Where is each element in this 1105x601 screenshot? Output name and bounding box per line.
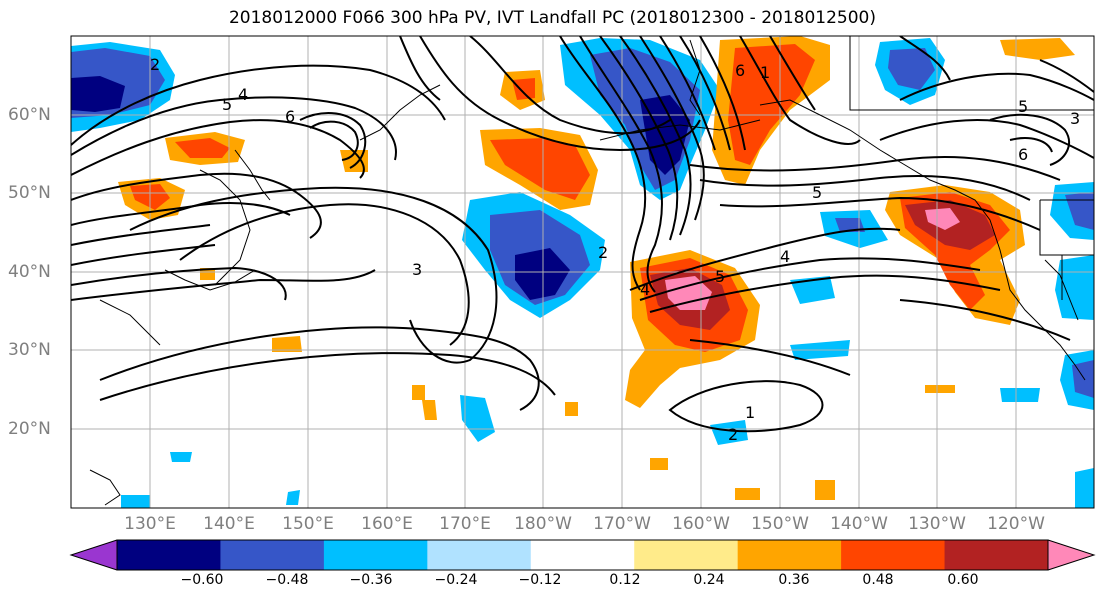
graticule — [71, 36, 1094, 508]
colorbar-tick-label: 0.12 — [609, 572, 641, 588]
colorbar-extend-max — [1048, 540, 1094, 570]
contour-label: 5 — [715, 267, 725, 286]
contour-label: 4 — [780, 247, 790, 266]
contour-label: 5 — [812, 183, 822, 202]
contour-label: 6 — [1018, 145, 1028, 164]
contour-label: 4 — [640, 280, 650, 299]
contour-label: 1 — [745, 403, 755, 422]
lon-label: 140°E — [203, 514, 255, 534]
colorbar-cell — [530, 540, 635, 570]
lat-label: 30°N — [8, 340, 51, 360]
colorbar-cell — [323, 540, 428, 570]
lat-label: 60°N — [8, 105, 51, 125]
colorbar-cell — [944, 540, 1049, 570]
lon-label: 150°W — [751, 514, 809, 534]
colorbar-tick-label: −0.36 — [349, 572, 393, 588]
map-frame — [70, 35, 1095, 509]
map-title: 2018012000 F066 300 hPa PV, IVT Landfall… — [228, 8, 876, 28]
lon-label: 180°W — [514, 514, 572, 534]
lon-label: 130°W — [908, 514, 966, 534]
lat-label: 40°N — [8, 262, 51, 282]
contour-label: 4 — [238, 85, 248, 104]
ivt-contours — [71, 36, 1094, 433]
lon-label: 120°W — [987, 514, 1045, 534]
lon-label: 170°W — [593, 514, 651, 534]
contour-labels: 2 4 5 6 3 5 4 5 1 2 1 6 5 6 2 3 4 — [150, 55, 1080, 444]
colorbar-tick-label: −0.48 — [265, 572, 309, 588]
contour-label: 5 — [222, 95, 232, 114]
colorbar-cell — [841, 540, 946, 570]
colorbar-cell — [117, 540, 221, 570]
contour-label: 6 — [735, 61, 745, 80]
lat-label: 20°N — [8, 419, 51, 439]
contour-label: 2 — [598, 243, 608, 262]
lon-label: 140°W — [830, 514, 888, 534]
map-plot-area: 2 4 5 6 3 5 4 5 1 2 1 6 5 6 2 3 4 — [71, 36, 1094, 508]
contour-label: 3 — [412, 260, 422, 279]
colorbar-cell — [220, 540, 325, 570]
colorbar-tick-label: 0.36 — [778, 572, 810, 588]
lon-label: 160°E — [361, 514, 413, 534]
contour-label: 6 — [285, 107, 295, 126]
colorbar-tick-label: 0.24 — [693, 572, 725, 588]
lon-label: 150°E — [282, 514, 334, 534]
colorbar-cell — [634, 540, 739, 570]
contour-label: 2 — [728, 425, 738, 444]
contour-label: 3 — [1070, 109, 1080, 128]
lon-label: 160°W — [672, 514, 730, 534]
colorbar-cell — [737, 540, 842, 570]
colorbar-tick-label: 0.48 — [862, 572, 894, 588]
colorbar-cell — [427, 540, 532, 570]
lat-label: 50°N — [8, 183, 51, 203]
lon-label: 130°E — [124, 514, 176, 534]
colorbar-extend-min — [71, 540, 117, 570]
colorbar-tick-label: −0.12 — [518, 572, 562, 588]
contour-label: 5 — [1018, 97, 1028, 116]
colorbar-cells — [117, 540, 1049, 570]
contour-label: 2 — [150, 55, 160, 74]
colorbar-tick-label: −0.24 — [434, 572, 478, 588]
lon-label: 170°E — [439, 514, 491, 534]
colorbar-tick-label: −0.60 — [180, 572, 224, 588]
contour-label: 1 — [760, 63, 770, 82]
colorbar — [69, 539, 1096, 571]
colorbar-tick-label: 0.60 — [947, 572, 979, 588]
